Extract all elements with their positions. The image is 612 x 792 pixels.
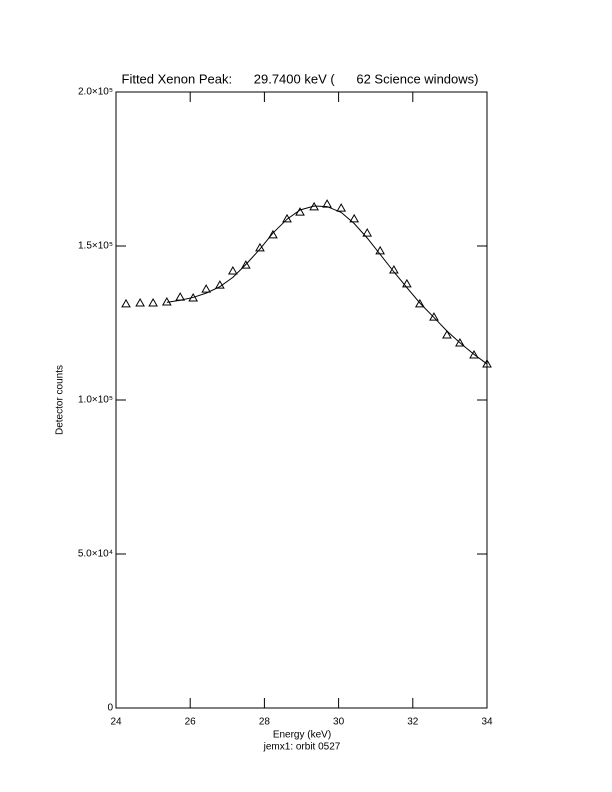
y-axis-label: Detector counts [55, 365, 66, 435]
data-point [402, 278, 412, 288]
data-point [215, 280, 225, 289]
x-axis-label: Energy (keV) [273, 730, 331, 741]
chart-title: Fitted Xenon Peak: 29.7400 keV ( 62 Scie… [122, 71, 479, 86]
plot-frame [115, 91, 488, 709]
y-tick-label: 5.0×10⁴ [78, 549, 113, 560]
data-point [282, 213, 292, 223]
data-point [228, 265, 238, 275]
data-point [268, 229, 278, 239]
y-tick-label: 1.0×10⁵ [78, 395, 113, 406]
data-point [121, 298, 131, 308]
data-point [482, 358, 492, 368]
data-point [442, 330, 452, 339]
y-tick-label: 2.0×10⁵ [78, 87, 113, 98]
x-tick-label: 30 [333, 717, 345, 728]
data-point [240, 260, 251, 269]
data-point [349, 213, 360, 223]
data-point [175, 292, 186, 301]
fit-line [166, 205, 488, 365]
data-point [414, 298, 425, 308]
data-point [201, 284, 212, 293]
data-point [362, 228, 373, 237]
x-tick-label: 24 [110, 717, 122, 728]
data-point [148, 297, 158, 307]
x-tick-label: 26 [185, 717, 197, 728]
x-tick-label: 28 [259, 717, 271, 728]
data-point [135, 297, 145, 307]
y-tick-label: 0 [107, 703, 113, 714]
chart-subtitle: jemx1: orbit 0527 [263, 742, 341, 753]
data-point [455, 338, 465, 347]
x-tick-label: 34 [481, 717, 493, 728]
data-point [336, 203, 347, 212]
data-point [429, 312, 439, 321]
y-tick-label: 1.5×10⁵ [78, 241, 113, 252]
data-point [469, 350, 479, 359]
x-tick-label: 32 [407, 717, 419, 728]
